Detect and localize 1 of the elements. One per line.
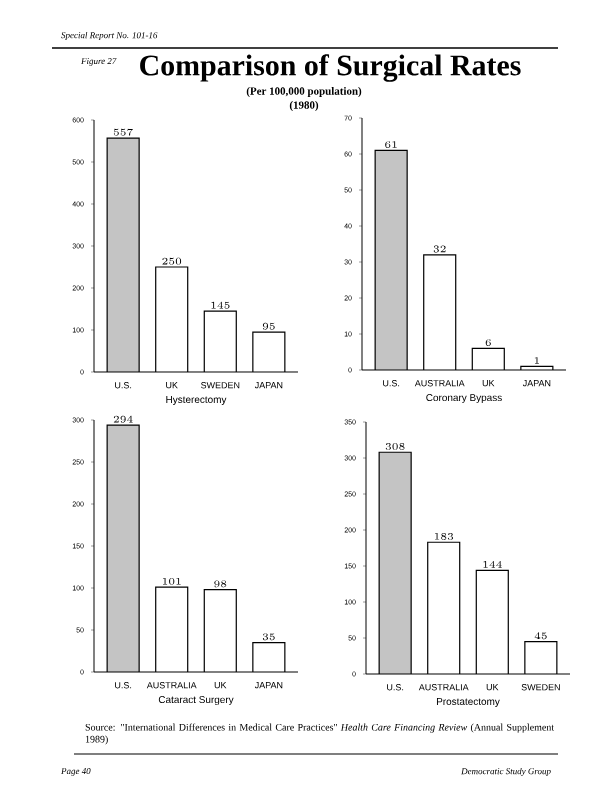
chart-title: Comparison of Surgical Rates xyxy=(140,54,521,82)
